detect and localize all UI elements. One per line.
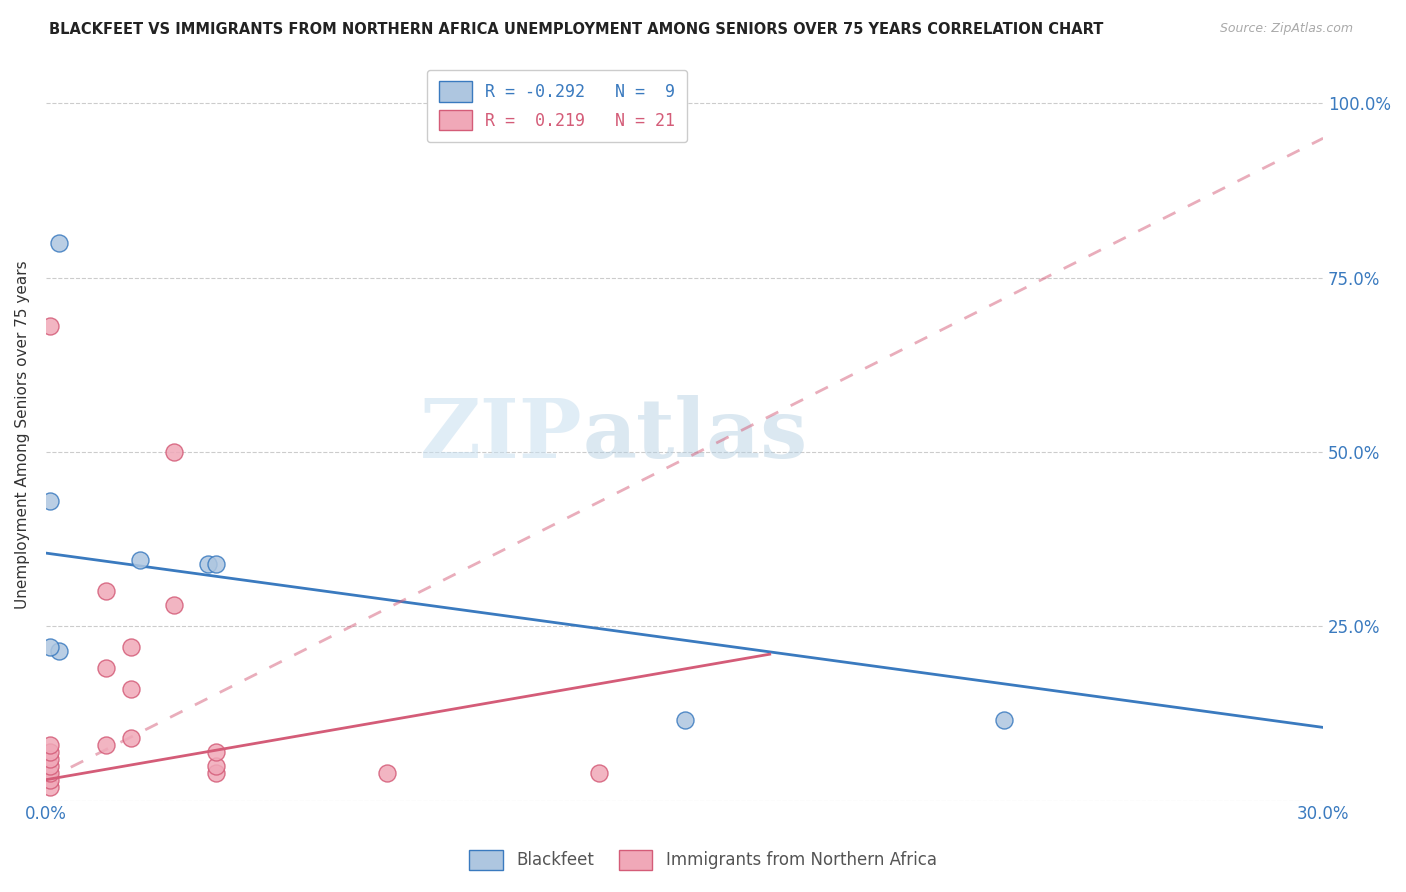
Point: [39, 640, 62, 655]
Point: [993, 714, 1015, 728]
Point: [205, 745, 228, 759]
Point: [39, 738, 62, 752]
Point: [120, 681, 142, 696]
Point: [205, 557, 228, 571]
Point: [128, 553, 150, 567]
Point: [205, 758, 228, 772]
Point: [48, 643, 70, 657]
Point: [163, 599, 186, 613]
Point: [197, 557, 219, 571]
Point: [94, 661, 117, 675]
Point: [120, 640, 142, 655]
Point: [39, 319, 62, 334]
Y-axis label: Unemployment Among Seniors over 75 years: Unemployment Among Seniors over 75 years: [15, 260, 30, 609]
Point: [94, 584, 117, 599]
Point: [39, 772, 62, 787]
Point: [205, 765, 228, 780]
Point: [375, 765, 398, 780]
Text: Source: ZipAtlas.com: Source: ZipAtlas.com: [1219, 22, 1353, 36]
Point: [39, 765, 62, 780]
Point: [39, 752, 62, 766]
Point: [673, 714, 696, 728]
Point: [39, 780, 62, 794]
Point: [94, 738, 117, 752]
Text: BLACKFEET VS IMMIGRANTS FROM NORTHERN AFRICA UNEMPLOYMENT AMONG SENIORS OVER 75 : BLACKFEET VS IMMIGRANTS FROM NORTHERN AF…: [49, 22, 1104, 37]
Point: [39, 758, 62, 772]
Legend: R = -0.292   N =  9, R =  0.219   N = 21: R = -0.292 N = 9, R = 0.219 N = 21: [427, 70, 688, 142]
Point: [120, 731, 142, 745]
Point: [39, 493, 62, 508]
Point: [48, 235, 70, 250]
Point: [39, 745, 62, 759]
Text: atlas: atlas: [582, 394, 807, 475]
Point: [163, 445, 186, 459]
Text: ZIP: ZIP: [420, 394, 582, 475]
Legend: Blackfeet, Immigrants from Northern Africa: Blackfeet, Immigrants from Northern Afri…: [463, 843, 943, 877]
Point: [588, 765, 610, 780]
